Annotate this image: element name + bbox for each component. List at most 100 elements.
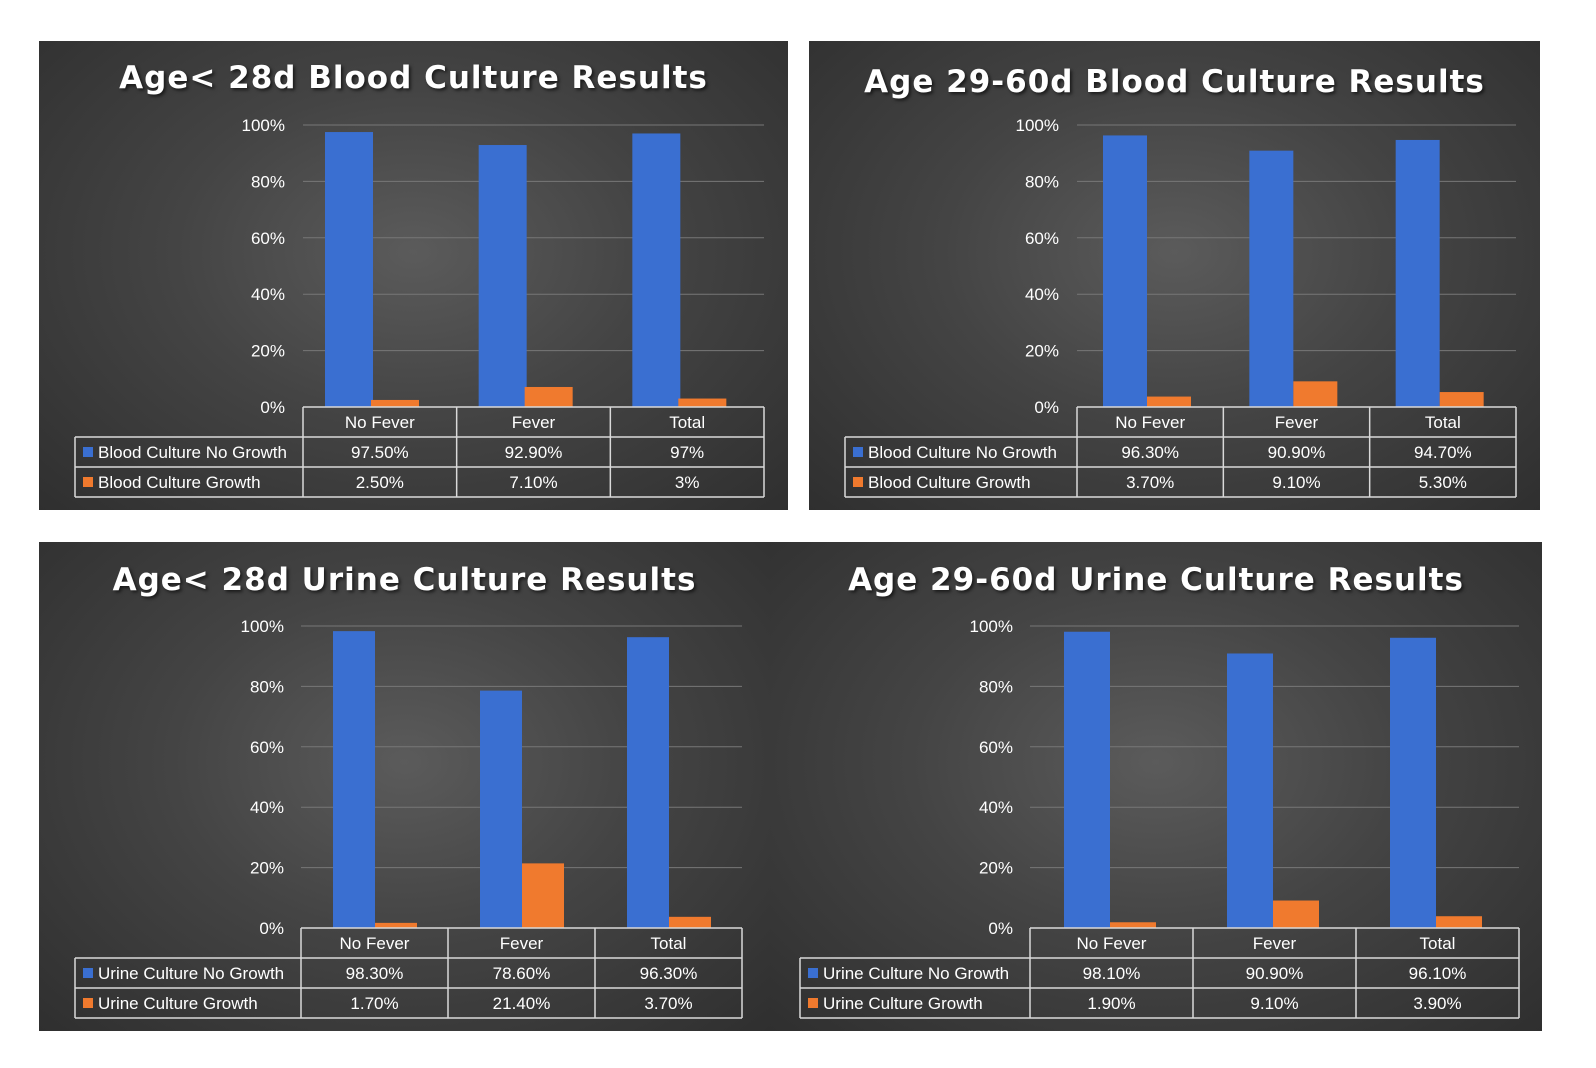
chart-title: Age< 28d Urine Culture Results [112, 562, 697, 598]
data-label: 2.50% [356, 473, 404, 492]
bar-growth [1273, 900, 1319, 928]
data-label: 9.10% [1250, 994, 1298, 1013]
chart-panel-urine-under-28d: Age< 28d Urine Culture Results 0% 20% 40% 6… [39, 542, 770, 1031]
y-tick-label: 0% [1034, 398, 1059, 417]
legend-swatch [808, 998, 818, 1008]
y-tick-label: 20% [1025, 342, 1059, 361]
legend-label: Urine Culture Growth [823, 994, 983, 1013]
bar-no-growth [333, 631, 375, 928]
category-label: No Fever [1115, 413, 1185, 432]
bar-growth [669, 916, 711, 928]
category-label: Total [1420, 934, 1456, 953]
y-tick-label: 0% [988, 919, 1013, 938]
y-tick-label: 100% [241, 617, 284, 636]
data-label: 97% [670, 443, 704, 462]
bar-growth [1147, 396, 1191, 407]
y-tick-label: 40% [1025, 285, 1059, 304]
data-label: 97.50% [351, 443, 409, 462]
legend-label: Blood Culture Growth [868, 473, 1031, 492]
y-tick-label: 80% [251, 172, 285, 191]
y-tick-label: 40% [250, 798, 284, 817]
legend-label: Blood Culture No Growth [868, 443, 1057, 462]
y-tick-label: 40% [979, 798, 1013, 817]
category-label: Total [651, 934, 687, 953]
chart-panel-blood-under-28d: Age< 28d Blood Culture Results 0% 20% 40% 6… [39, 41, 788, 510]
bar-no-growth [1227, 653, 1273, 928]
y-tick-label: 20% [979, 859, 1013, 878]
category-label: No Fever [1077, 934, 1147, 953]
legend-label: Urine Culture No Growth [98, 964, 284, 983]
data-label: 96.30% [1121, 443, 1179, 462]
bar-growth [1110, 922, 1156, 928]
chart-svg: 0% 20% 40% 60% 80% 100% No Fever Fever Total Urin… [74, 617, 743, 1019]
category-label: Total [1425, 413, 1461, 432]
bar-no-growth [1064, 631, 1110, 928]
legend-label: Urine Culture No Growth [823, 964, 1009, 983]
data-label: 96.10% [1409, 964, 1467, 983]
bar-growth [1439, 392, 1484, 407]
y-tick-label: 100% [242, 116, 285, 135]
y-tick-label: 100% [970, 617, 1013, 636]
category-label: Fever [500, 934, 544, 953]
data-label: 21.40% [493, 994, 551, 1013]
y-tick-label: 60% [1025, 229, 1059, 248]
data-label: 3% [675, 473, 700, 492]
chart-panel-blood-29-60d: Age 29-60d Blood Culture Results 0% 20% 40… [809, 41, 1540, 510]
legend-label: Blood Culture Growth [98, 473, 261, 492]
bar-growth [371, 399, 419, 407]
category-label: No Fever [345, 413, 415, 432]
bar-growth [1293, 381, 1338, 407]
bar-growth [375, 922, 417, 928]
legend-swatch [853, 447, 863, 457]
data-label: 5.30% [1419, 473, 1467, 492]
data-label: 9.10% [1272, 473, 1320, 492]
y-tick-label: 40% [251, 285, 285, 304]
category-label: Fever [512, 413, 556, 432]
y-tick-label: 0% [260, 398, 285, 417]
y-tick-label: 80% [979, 677, 1013, 696]
data-label: 98.10% [1083, 964, 1141, 983]
legend-swatch [808, 968, 818, 978]
bar-no-growth [1390, 637, 1436, 928]
bar-no-growth [632, 133, 681, 407]
bar-no-growth [478, 145, 527, 407]
legend-label: Urine Culture Growth [98, 994, 258, 1013]
data-label: 90.90% [1268, 443, 1326, 462]
bar-no-growth [325, 132, 373, 408]
y-tick-label: 60% [251, 229, 285, 248]
data-label: 3.70% [1126, 473, 1174, 492]
chart-svg: 0% 20% 40% 60% 80% 100% No Fever Fever Total Urin… [799, 617, 1520, 1019]
data-label: 1.70% [350, 994, 398, 1013]
data-label: 98.30% [346, 964, 404, 983]
data-label: 3.90% [1413, 994, 1461, 1013]
y-tick-label: 60% [250, 738, 284, 757]
y-tick-label: 100% [1016, 116, 1059, 135]
y-tick-label: 80% [250, 677, 284, 696]
data-label: 7.10% [509, 473, 557, 492]
y-tick-label: 20% [250, 859, 284, 878]
chart-title: Age 29-60d Blood Culture Results [864, 64, 1485, 100]
data-label: 1.90% [1087, 994, 1135, 1013]
chart-title: Age 29-60d Urine Culture Results [848, 562, 1464, 598]
legend-swatch [83, 998, 93, 1008]
bar-no-growth [627, 637, 669, 928]
bar-growth [678, 398, 727, 407]
category-label: No Fever [340, 934, 410, 953]
legend-swatch [83, 447, 93, 457]
legend-swatch [853, 477, 863, 487]
legend-swatch [83, 968, 93, 978]
bar-growth [524, 386, 573, 407]
legend-label: Blood Culture No Growth [98, 443, 287, 462]
category-label: Fever [1253, 934, 1297, 953]
data-label: 3.70% [644, 994, 692, 1013]
y-tick-label: 20% [251, 342, 285, 361]
data-label: 90.90% [1246, 964, 1304, 983]
chart-title: Age< 28d Blood Culture Results [119, 60, 708, 96]
bar-growth [1436, 916, 1482, 928]
chart-panel-urine-29-60d: Age 29-60d Urine Culture Results 0% 20% 40… [770, 542, 1542, 1031]
chart-svg: 0% 20% 40% 60% 80% 100% No Fever Fever Total Bloo… [74, 116, 765, 498]
bar-no-growth [480, 690, 522, 928]
bar-no-growth [1395, 139, 1440, 408]
category-label: Fever [1275, 413, 1319, 432]
bar-growth [522, 863, 564, 928]
